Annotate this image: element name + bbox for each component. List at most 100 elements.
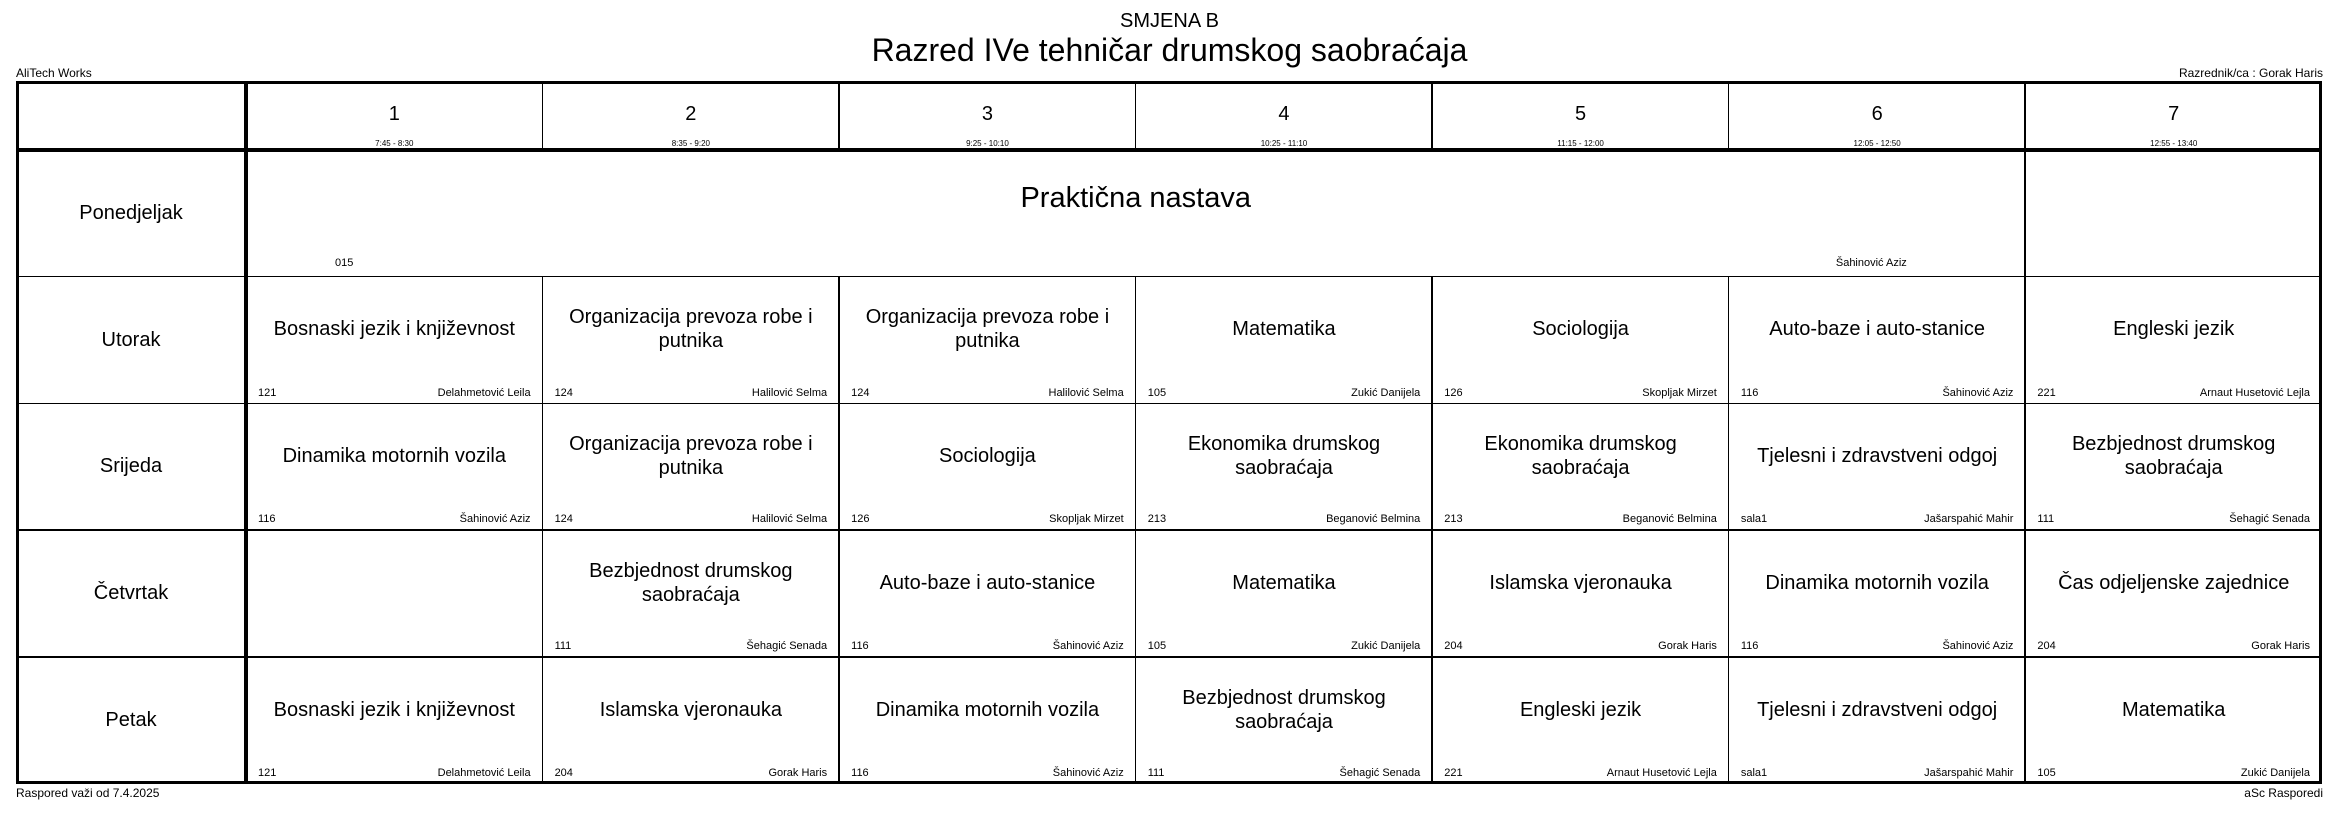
lesson-subject: Ekonomika drumskog saobraćaja [1484,432,1677,479]
lesson-subject: Matematika [1232,571,1336,594]
lesson-subject: Matematika [2122,698,2226,721]
lesson-subject: Sociologija [939,444,1036,467]
lesson-subject: Dinamika motornih vozila [875,698,1100,721]
column-separator [541,276,544,784]
lesson-cell: Bezbjednost drumskog saobraćaja 111 Šehagi… [1136,657,1433,784]
lesson-room: 111 [1147,766,1165,779]
column-separator [1727,81,1730,150]
lesson-subject: Ekonomika drumskog saobraćaja [1187,432,1381,479]
lesson-subject: Bezbjednost drumskog saobraćaja [2071,432,2276,479]
column-separator [1134,81,1137,150]
lesson-cell: Dinamika motornih vozila 116 Šahinović Azi… [246,404,543,531]
lesson-room: 015 [334,256,354,269]
lesson-teacher: Zukić Danijela [1351,640,1421,653]
lesson-room: 105 [1147,386,1167,399]
period-number: 3 [981,103,993,125]
column-separator [2024,276,2026,784]
lesson-room: 126 [851,513,870,526]
lesson-teacher: Šehagić Senada [1339,766,1421,779]
lesson-teacher: Šahinović Aziz [1052,640,1124,653]
lesson-room: 121 [258,766,277,779]
period-header: 4 10:25 - 11:10 [1136,81,1433,150]
period-time: 7:45 - 8:30 [375,139,414,148]
table-border [2319,81,2322,784]
period-time: 10:25 - 11:10 [1260,139,1308,148]
column-separator [1431,276,1433,784]
lesson-subject: Organizacija prevoza robe i putnika [569,432,813,479]
school-name: AliTech Works [16,66,92,80]
lesson-subject: Dinamika motornih vozila [1765,571,1989,594]
period-time: 11:15 - 12:00 [1557,139,1604,148]
lesson-subject: Čas odjeljenske zajednice [2058,571,2290,594]
period-time: 12:05 - 12:50 [1853,139,1901,148]
period-header: 2 8:35 - 9:20 [543,81,840,150]
lesson-subject: Auto-baze i auto-stanice [1769,318,1985,341]
lesson-teacher: Jašarspahić Mahir [1924,766,2014,779]
period-header: 3 9:25 - 10:10 [839,81,1136,150]
lesson-subject: Bezbjednost drumskog saobraćaja [589,559,793,606]
lesson-room: sala1 [1740,513,1768,526]
lesson-cell: Bezbjednost drumskog saobraćaja 111 Šehagi… [2025,404,2322,531]
timetable-grid: 1 7:45 - 8:30 2 8:35 - 9:20 3 9:25 - 10:10 4 10… [16,81,2322,784]
lesson-cell: Engleski jezik 221 Arnaut Husetović Lejla [1432,657,1729,784]
page-title: Razred IVe tehničar drumskog saobraćaja [871,32,1468,68]
row-separator [16,402,2322,405]
lesson-cell: Matematika 105 Zukić Danijela [1136,530,1433,657]
lesson-room: 213 [1444,513,1463,526]
row-separator [16,275,2322,278]
column-separator [1727,276,1730,784]
period-number: 1 [388,103,400,125]
day-label: Ponedjeljak [79,201,183,224]
table-border [16,81,2322,84]
lesson-teacher: Šahinović Aziz [459,513,531,526]
lesson-subject: Tjelesni i zdravstveni odgoj [1757,698,1998,721]
lesson-cell: Bezbjednost drumskog saobraćaja 111 Šehagi… [543,530,840,657]
lesson-room: 221 [2037,386,2056,399]
lesson-teacher: Halilović Selma [1048,386,1124,399]
lesson-teacher: Halilović Selma [751,513,828,526]
column-separator [1134,276,1137,784]
column-separator [2024,150,2026,277]
lesson-teacher: Delahmetović Leila [437,766,531,779]
period-header: 1 7:45 - 8:30 [246,81,543,150]
lesson-cell: Islamska vjeronauka 204 Gorak Haris [1432,530,1729,657]
period-number: 4 [1278,103,1290,125]
row-separator [16,529,2322,531]
lesson-subject: Organizacija prevoza robe i putnika [569,306,813,353]
lesson-room: 105 [2037,766,2056,779]
lesson-cell: Bosnaski jezik i književnost 121 Delahmeto… [246,277,543,404]
lesson-subject: Tjelesni i zdravstveni odgoj [1757,444,1998,467]
lesson-subject: Auto-baze i auto-stanice [879,571,1096,594]
column-separator [838,81,840,150]
period-number: 5 [1575,103,1587,125]
lesson-cell: Organizacija prevoza robe i putnika 124 Ha… [543,404,840,531]
lesson-teacher: Beganović Belmina [1622,513,1717,526]
lesson-teacher: Skopljak Mirzet [1642,386,1717,399]
lesson-subject: Matematika [1232,318,1336,341]
lesson-cell: Sociologija 126 Skopljak Mirzet [1432,277,1729,404]
lesson-room: sala1 [1740,766,1768,779]
lesson-teacher: Zukić Danijela [2240,766,2310,779]
lesson-cell: Dinamika motornih vozila 116 Šahinović Azi… [1729,530,2026,657]
lesson-room: 116 [1740,386,1759,399]
lesson-room: 121 [258,386,277,399]
lesson-cell: Organizacija prevoza robe i putnika 124 Ha… [839,277,1136,404]
lesson-teacher: Zukić Danijela [1351,386,1421,399]
lesson-subject: Sociologija [1532,318,1629,341]
day-label: Četvrtak [93,582,169,605]
column-separator [838,276,840,784]
shift-label: SMJENA B [1120,10,1219,32]
lesson-room: 105 [1147,640,1167,653]
brand-label: aSc Rasporedi [2244,786,2323,800]
lesson-subject: Islamska vjeronauka [1489,571,1672,594]
lesson-room: 213 [1147,513,1167,526]
lesson-room: 116 [258,513,276,526]
lesson-teacher: Gorak Haris [2251,640,2310,653]
lesson-subject: Engleski jezik [2113,318,2235,341]
lesson-teacher: Šahinović Aziz [1052,766,1124,779]
period-time: 9:25 - 10:10 [966,139,1009,148]
lesson-subject: Bosnaski jezik i književnost [273,318,515,341]
day-label: Petak [105,709,157,732]
lesson-subject: Dinamika motornih vozila [282,444,506,467]
period-number: 2 [685,103,697,125]
